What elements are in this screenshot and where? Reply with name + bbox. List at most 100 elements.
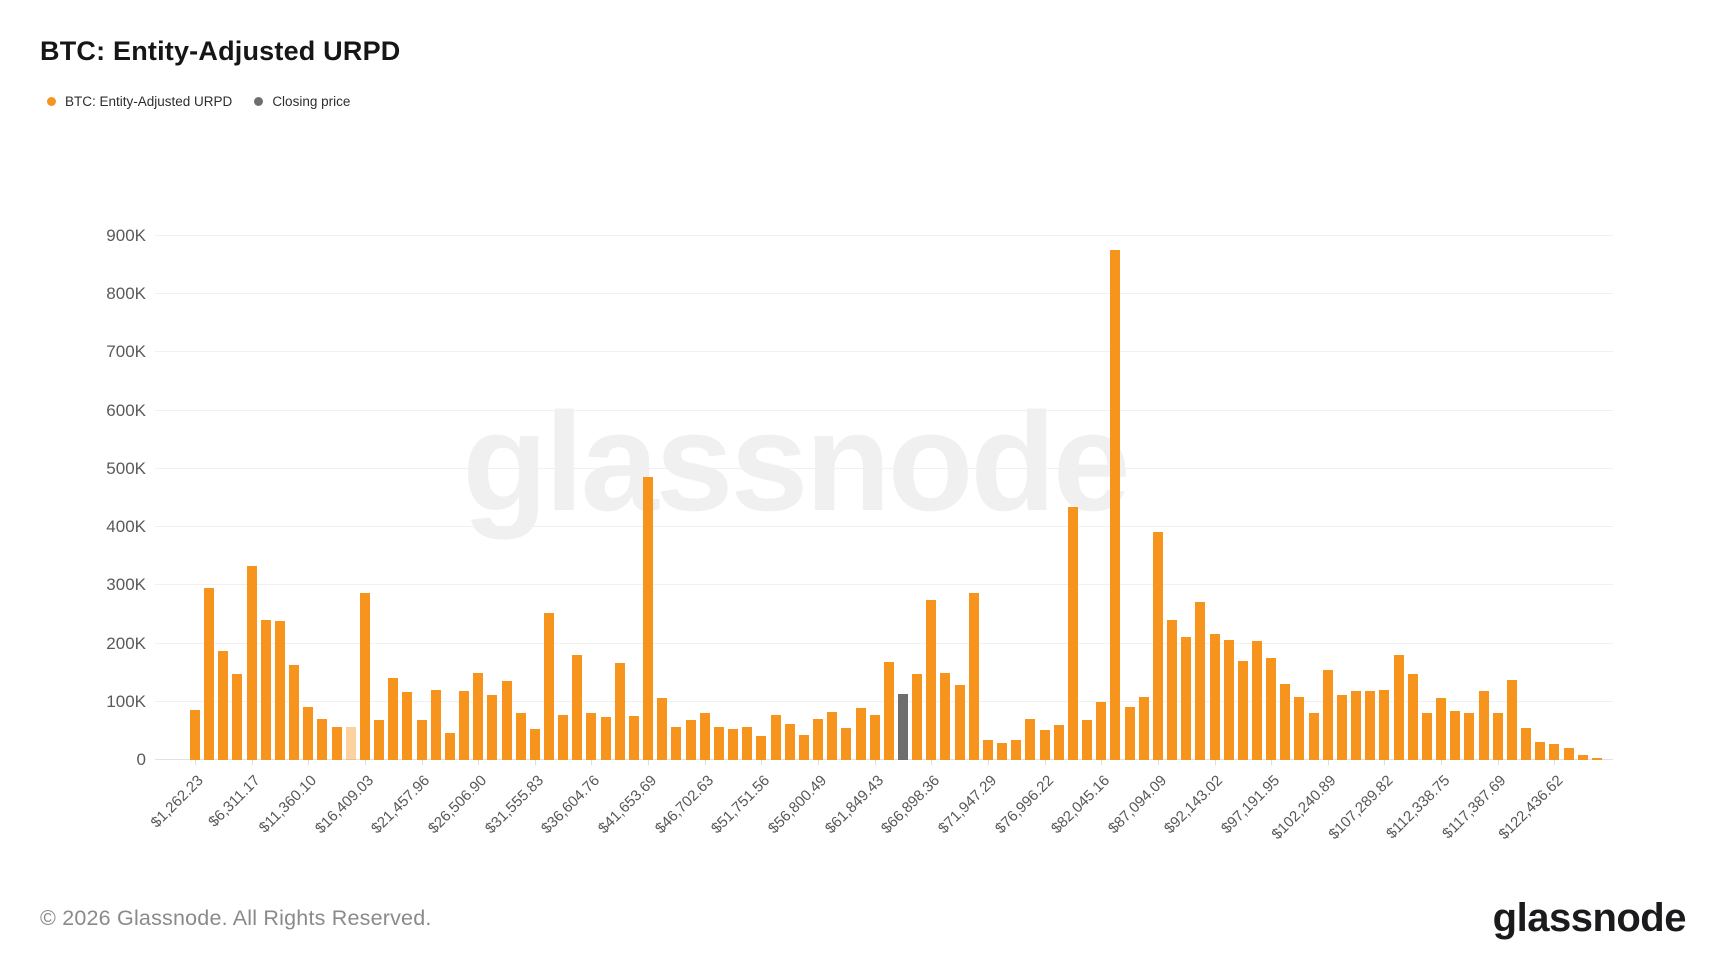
urpd-bar[interactable] <box>359 593 370 760</box>
urpd-bar[interactable] <box>1464 713 1475 760</box>
urpd-bar[interactable] <box>190 709 200 760</box>
urpd-bar[interactable] <box>1365 690 1376 760</box>
urpd-bar[interactable] <box>982 739 993 760</box>
urpd-bar[interactable] <box>260 620 271 760</box>
urpd-bar[interactable] <box>529 728 540 760</box>
urpd-bar[interactable] <box>628 715 639 760</box>
urpd-bar[interactable] <box>1110 250 1121 760</box>
urpd-bar[interactable] <box>643 476 654 760</box>
urpd-bar[interactable] <box>289 665 300 760</box>
urpd-bar[interactable] <box>515 713 526 760</box>
urpd-bar[interactable] <box>1266 658 1277 760</box>
urpd-bar[interactable] <box>1053 725 1064 760</box>
urpd-bar[interactable] <box>968 592 979 760</box>
urpd-bar[interactable] <box>586 712 597 760</box>
urpd-bar[interactable] <box>813 718 824 760</box>
urpd-bar[interactable] <box>600 716 611 760</box>
urpd-bar[interactable] <box>699 713 710 760</box>
urpd-bar[interactable] <box>1195 601 1206 760</box>
urpd-bar[interactable] <box>558 715 569 760</box>
urpd-bar[interactable] <box>246 566 257 760</box>
urpd-bar[interactable] <box>1379 689 1390 760</box>
urpd-bar[interactable] <box>416 719 427 760</box>
urpd-bar[interactable] <box>317 719 328 760</box>
urpd-bar[interactable] <box>1308 713 1319 760</box>
urpd-bar[interactable] <box>841 727 852 760</box>
urpd-bar[interactable] <box>1067 506 1078 760</box>
urpd-bar[interactable] <box>1336 695 1347 760</box>
urpd-bar[interactable] <box>1039 729 1050 760</box>
legend-item-urpd[interactable]: BTC: Entity-Adjusted URPD <box>47 94 232 109</box>
urpd-bar[interactable] <box>657 698 668 760</box>
closing-price-bar[interactable] <box>898 693 908 760</box>
urpd-bar[interactable] <box>770 715 781 760</box>
urpd-bar[interactable] <box>1252 640 1262 760</box>
urpd-bar[interactable] <box>614 662 625 760</box>
urpd-bar[interactable] <box>303 707 314 760</box>
urpd-bar[interactable] <box>232 674 243 760</box>
urpd-bar[interactable] <box>798 734 809 760</box>
urpd-bar[interactable] <box>473 673 484 760</box>
urpd-bar[interactable] <box>459 690 470 760</box>
urpd-bar[interactable] <box>1209 634 1220 760</box>
urpd-bar[interactable] <box>487 694 498 760</box>
urpd-bar[interactable] <box>1577 755 1588 760</box>
urpd-bar[interactable] <box>1322 670 1333 760</box>
urpd-bar[interactable] <box>1478 691 1489 760</box>
urpd-bar[interactable] <box>1138 697 1149 760</box>
urpd-bar[interactable] <box>1124 707 1135 760</box>
urpd-bar[interactable] <box>1167 619 1178 760</box>
urpd-bar[interactable] <box>869 715 880 760</box>
urpd-bar[interactable] <box>940 673 951 760</box>
urpd-bar[interactable] <box>402 691 413 760</box>
urpd-bar[interactable] <box>827 711 838 760</box>
urpd-bar[interactable] <box>1280 684 1291 760</box>
urpd-bar[interactable] <box>1521 727 1532 760</box>
urpd-bar[interactable] <box>374 719 385 760</box>
urpd-bar[interactable] <box>1011 739 1022 760</box>
urpd-bar[interactable] <box>954 684 965 760</box>
urpd-bar[interactable] <box>1407 673 1418 760</box>
urpd-bar[interactable] <box>742 726 753 760</box>
urpd-bar[interactable] <box>728 729 739 760</box>
urpd-bar[interactable] <box>1351 691 1362 760</box>
urpd-bar[interactable] <box>331 726 342 760</box>
urpd-bar[interactable] <box>997 743 1008 760</box>
urpd-bar[interactable] <box>1563 747 1574 760</box>
urpd-bar[interactable] <box>388 678 399 760</box>
urpd-bar[interactable] <box>1393 655 1404 760</box>
urpd-bar[interactable] <box>912 674 923 760</box>
urpd-bar[interactable] <box>1506 679 1517 760</box>
urpd-bar[interactable] <box>671 727 682 760</box>
urpd-bar[interactable] <box>713 726 724 760</box>
urpd-bar[interactable] <box>1591 758 1602 760</box>
urpd-bar[interactable] <box>444 732 455 760</box>
urpd-bar[interactable] <box>1421 713 1432 760</box>
urpd-bar[interactable] <box>1181 636 1192 760</box>
urpd-bar[interactable] <box>544 613 554 760</box>
urpd-bar[interactable] <box>218 651 229 760</box>
urpd-bar[interactable] <box>1549 744 1560 760</box>
urpd-bar[interactable] <box>1237 660 1248 760</box>
urpd-bar[interactable] <box>784 723 795 760</box>
urpd-bar[interactable] <box>572 655 583 760</box>
urpd-bar[interactable] <box>685 719 696 760</box>
legend-item-closing-price[interactable]: Closing price <box>254 94 350 109</box>
urpd-bar[interactable] <box>1025 718 1036 760</box>
urpd-bar[interactable] <box>274 621 285 760</box>
urpd-bar[interactable] <box>1152 531 1163 760</box>
urpd-bar[interactable] <box>926 599 937 760</box>
urpd-bar[interactable] <box>204 588 215 760</box>
urpd-bar[interactable] <box>1223 640 1234 760</box>
urpd-bar[interactable] <box>1450 710 1461 760</box>
urpd-bar[interactable] <box>756 735 767 760</box>
urpd-bar[interactable] <box>883 661 894 760</box>
urpd-bar[interactable] <box>1294 697 1305 760</box>
urpd-bar[interactable] <box>1535 741 1546 760</box>
urpd-bar[interactable] <box>855 707 866 760</box>
urpd-bar[interactable] <box>1436 697 1447 760</box>
urpd-bar[interactable] <box>430 690 441 760</box>
urpd-bar[interactable] <box>1096 701 1107 760</box>
urpd-bar[interactable] <box>501 680 512 760</box>
urpd-bar[interactable] <box>1082 719 1093 760</box>
